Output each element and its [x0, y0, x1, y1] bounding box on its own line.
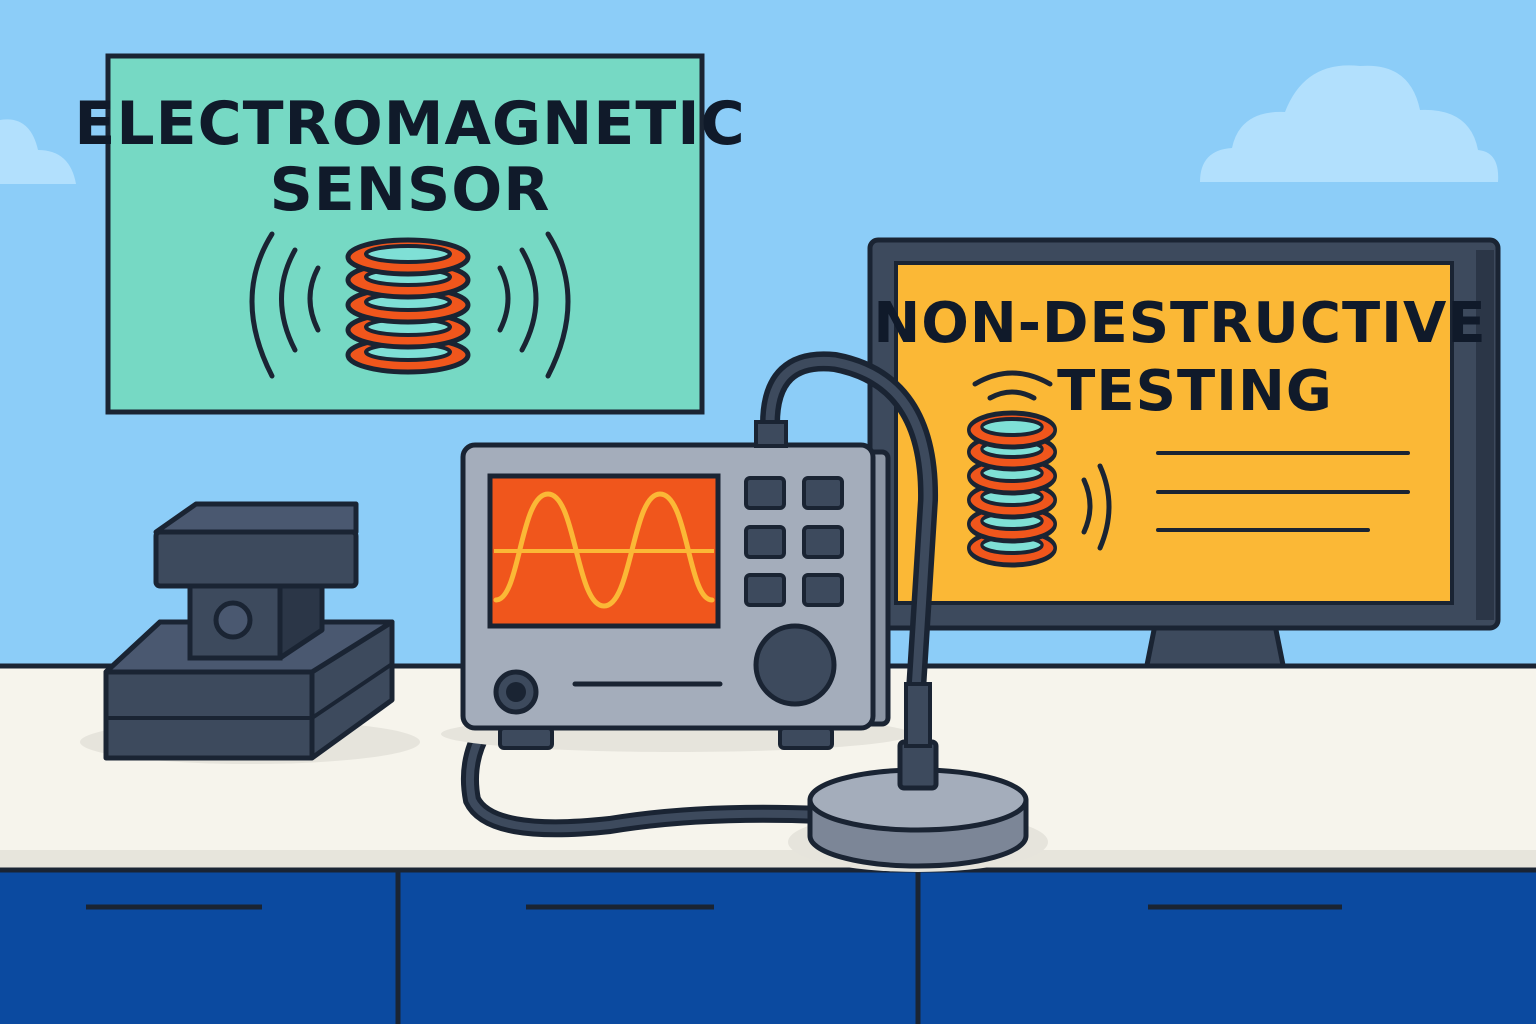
coil-icon [348, 240, 468, 372]
monitor-title-line1: NON-DESTRUCTIVE [873, 291, 1486, 356]
eddy-current-instrument [441, 420, 911, 752]
sensor-housing [80, 501, 420, 764]
cloud-icon [1200, 65, 1499, 182]
monitor: NON-DESTRUCTIVE TESTING [867, 237, 1501, 736]
instrument-button[interactable] [744, 525, 786, 559]
top-connector [754, 420, 788, 448]
instrument-button[interactable] [802, 476, 844, 510]
signal-waves-icon [972, 370, 1112, 551]
signal-waves-icon [249, 231, 571, 379]
electromagnetic-sensor-poster: ELECTROMAGNETIC SENSOR [74, 53, 745, 415]
sine-wave-icon [493, 491, 715, 609]
cloud-icon [0, 119, 76, 184]
button-grid [744, 476, 844, 607]
poster-title-line2: SENSOR [270, 155, 551, 225]
instrument-button[interactable] [744, 476, 786, 510]
sensor-lens [213, 600, 253, 640]
instrument-button[interactable] [802, 525, 844, 559]
probe-cables [460, 351, 939, 838]
poster-title-line1: ELECTROMAGNETIC [74, 89, 745, 159]
instrument-button[interactable] [802, 573, 844, 607]
text-lines [1156, 451, 1410, 532]
eddy-current-probe [788, 682, 1048, 872]
control-knob[interactable] [753, 623, 837, 707]
instrument-button[interactable] [744, 573, 786, 607]
coil-icon [969, 413, 1055, 565]
monitor-title-line2: TESTING [1057, 359, 1333, 424]
cabinets [0, 867, 1536, 1024]
